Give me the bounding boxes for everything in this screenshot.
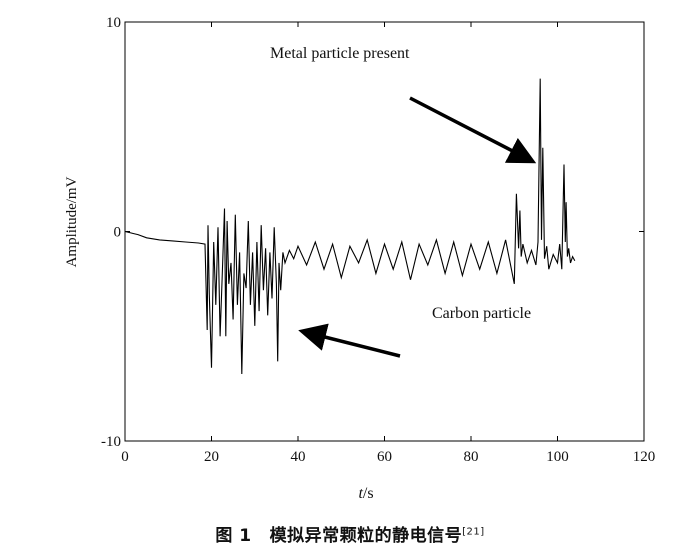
annotation-carbon-particle: Carbon particle	[432, 305, 531, 322]
caption-text: 模拟异常颗粒的静电信号	[269, 526, 463, 546]
x-axis-label-variable: t	[358, 485, 363, 502]
y-tick-label: 10	[106, 15, 121, 31]
series-line-0	[124, 78, 576, 375]
x-tick-label: 80	[464, 449, 479, 465]
y-tick-label: 0	[114, 225, 122, 241]
caption-reference: [21]	[462, 526, 485, 538]
series-layer	[124, 78, 576, 375]
y-tick-label: -10	[101, 434, 121, 450]
annotation-metal-particle: Metal particle present	[270, 45, 410, 62]
arrow-carbon-particle	[298, 323, 401, 358]
x-tick-label: 0	[121, 449, 129, 465]
figure-caption: 图 1 模拟异常颗粒的静电信号[21]	[0, 521, 700, 546]
x-axis-label-unit: /s	[363, 485, 374, 502]
arrow-metal-particle	[409, 96, 537, 164]
plot-frame	[124, 21, 645, 442]
x-tick-label: 60	[377, 449, 392, 465]
x-tick-label: 40	[291, 449, 306, 465]
figure-number: 图 1	[215, 526, 252, 546]
x-tick-label: 120	[633, 449, 656, 465]
y-axis-label: Amplitude/mV	[64, 176, 80, 267]
x-axis-label: t/s	[358, 485, 373, 502]
x-tick-label: 20	[204, 449, 219, 465]
x-tick-label: 100	[546, 449, 569, 465]
